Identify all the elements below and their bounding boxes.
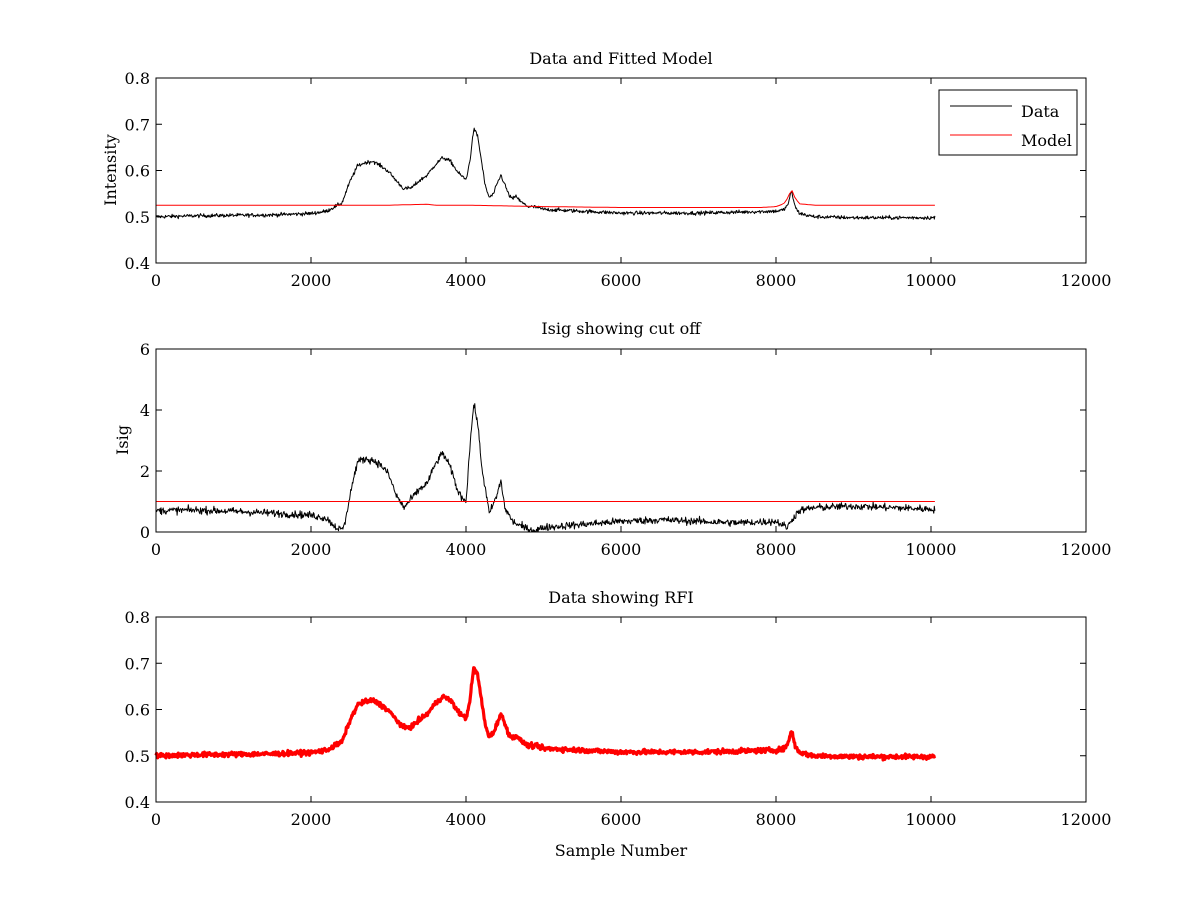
y-tick-label: 0.7	[125, 654, 150, 673]
x-tick-label: 6000	[601, 271, 642, 290]
subplot-3-plot-area	[154, 666, 937, 762]
x-tick-label: 0	[151, 810, 161, 829]
x-tick-label: 10000	[906, 540, 957, 559]
series-1-line	[154, 666, 937, 762]
legend-box	[938, 89, 1078, 156]
y-tick-label: 4	[140, 401, 150, 420]
subplot-1-plot-area	[155, 127, 936, 220]
x-tick-label: 10000	[906, 810, 957, 829]
y-tick-label: 0.5	[125, 208, 150, 227]
y-tick-label: 0.4	[125, 793, 150, 812]
subplot-3-xlabel: Sample Number	[555, 841, 688, 860]
x-tick-label: 10000	[906, 271, 957, 290]
series-1-line	[155, 403, 936, 533]
subplot-2-title: Isig showing cut off	[541, 319, 702, 338]
subplot-1-ticks: 0 2000 4000 6000 8000 10000 12000 0.4 0.5 0.6 0.7 0…	[125, 69, 1112, 290]
legend-label-data: Data	[1021, 102, 1060, 121]
x-tick-label: 6000	[601, 540, 642, 559]
subplot-2-plot-area	[155, 403, 936, 533]
x-tick-label: 0	[151, 271, 161, 290]
subplot-2-ylabel: Isig	[113, 425, 132, 455]
x-tick-label: 2000	[291, 271, 332, 290]
x-tick-label: 0	[151, 540, 161, 559]
subplot-1: Data and Fitted Model Intensity 0 2000 400…	[101, 49, 1111, 290]
x-tick-label: 2000	[291, 540, 332, 559]
subplot-2: Isig showing cut off Isig 0 2000 4000 6000 8…	[113, 319, 1111, 559]
y-tick-label: 2	[140, 462, 150, 481]
subplot-1-title: Data and Fitted Model	[529, 49, 712, 68]
subplot-3: Data showing RFI Sample Number 0 2000 4000…	[125, 588, 1112, 860]
y-tick-label: 0	[140, 523, 150, 542]
x-tick-label: 12000	[1061, 271, 1112, 290]
legend-label-model: Model	[1021, 131, 1072, 150]
series-model-line	[156, 190, 935, 208]
subplot-2-ticks: 0 2000 4000 6000 8000 10000 12000 0 2 4 6	[140, 340, 1112, 559]
x-tick-label: 12000	[1061, 540, 1112, 559]
x-tick-label: 4000	[446, 271, 487, 290]
subplot-3-ticks: 0 2000 4000 6000 8000 10000 12000 0.4 0.5 0.6 0.7 0…	[125, 608, 1112, 829]
x-tick-label: 6000	[601, 810, 642, 829]
y-tick-label: 6	[140, 340, 150, 359]
subplot-1-axes-frame	[155, 77, 1087, 264]
y-tick-label: 0.7	[125, 115, 150, 134]
x-tick-label: 8000	[756, 271, 797, 290]
y-tick-label: 0.8	[125, 69, 150, 88]
subplot-3-title: Data showing RFI	[548, 588, 693, 607]
subplot-3-axes-frame	[155, 616, 1087, 803]
series-data-line	[155, 127, 936, 220]
y-tick-label: 0.6	[125, 701, 150, 720]
subplot-2-axes-frame	[155, 348, 1087, 533]
y-tick-label: 0.5	[125, 747, 150, 766]
x-tick-label: 12000	[1061, 810, 1112, 829]
x-tick-label: 8000	[756, 540, 797, 559]
subplot-1-ylabel: Intensity	[101, 134, 120, 206]
y-tick-label: 0.6	[125, 162, 150, 181]
subplot-1-legend: Data Model	[938, 89, 1078, 156]
x-tick-label: 2000	[291, 810, 332, 829]
x-tick-label: 8000	[756, 810, 797, 829]
y-tick-label: 0.4	[125, 254, 150, 273]
x-tick-label: 4000	[446, 540, 487, 559]
x-tick-label: 4000	[446, 810, 487, 829]
y-tick-label: 0.8	[125, 608, 150, 627]
